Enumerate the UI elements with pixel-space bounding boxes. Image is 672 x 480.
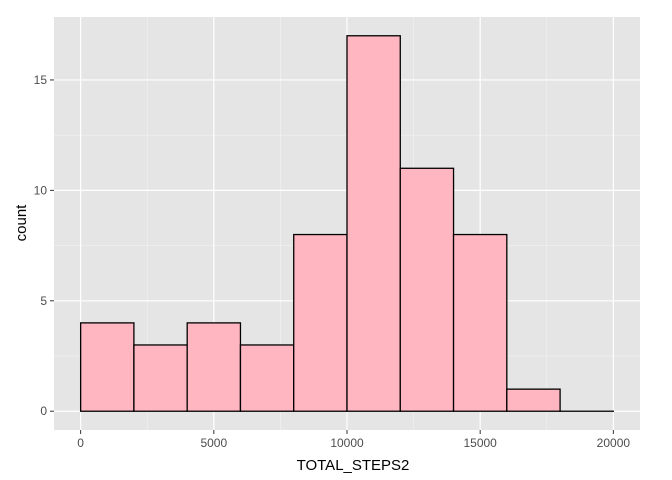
x-tick-label: 10000 (330, 436, 364, 450)
y-tick-label: 15 (34, 73, 48, 87)
histogram-bars (79, 35, 615, 412)
x-tick-label: 15000 (463, 436, 497, 450)
histogram-bar (79, 322, 135, 412)
y-tick-label: 10 (34, 183, 48, 197)
y-tick-label: 0 (40, 404, 47, 418)
histogram-bar (452, 233, 508, 412)
histogram-bar (506, 388, 561, 412)
tick-labels: 0 5000 10000 15000 20000 0 5 10 15 (34, 73, 631, 450)
histogram-bar (239, 344, 295, 412)
histogram-bar (346, 35, 401, 412)
x-tick-label: 20000 (597, 436, 631, 450)
y-tick-label: 5 (40, 294, 47, 308)
y-axis-title: count (13, 204, 30, 242)
histogram-bar (293, 233, 348, 412)
x-tick-label: 5000 (200, 436, 227, 450)
x-axis-title: TOTAL_STEPS2 (297, 457, 410, 474)
histogram-bar (133, 344, 188, 412)
histogram-bar (399, 167, 455, 412)
histogram-bar (186, 322, 242, 412)
axis-ticks (50, 79, 614, 434)
x-tick-label: 0 (77, 436, 84, 450)
